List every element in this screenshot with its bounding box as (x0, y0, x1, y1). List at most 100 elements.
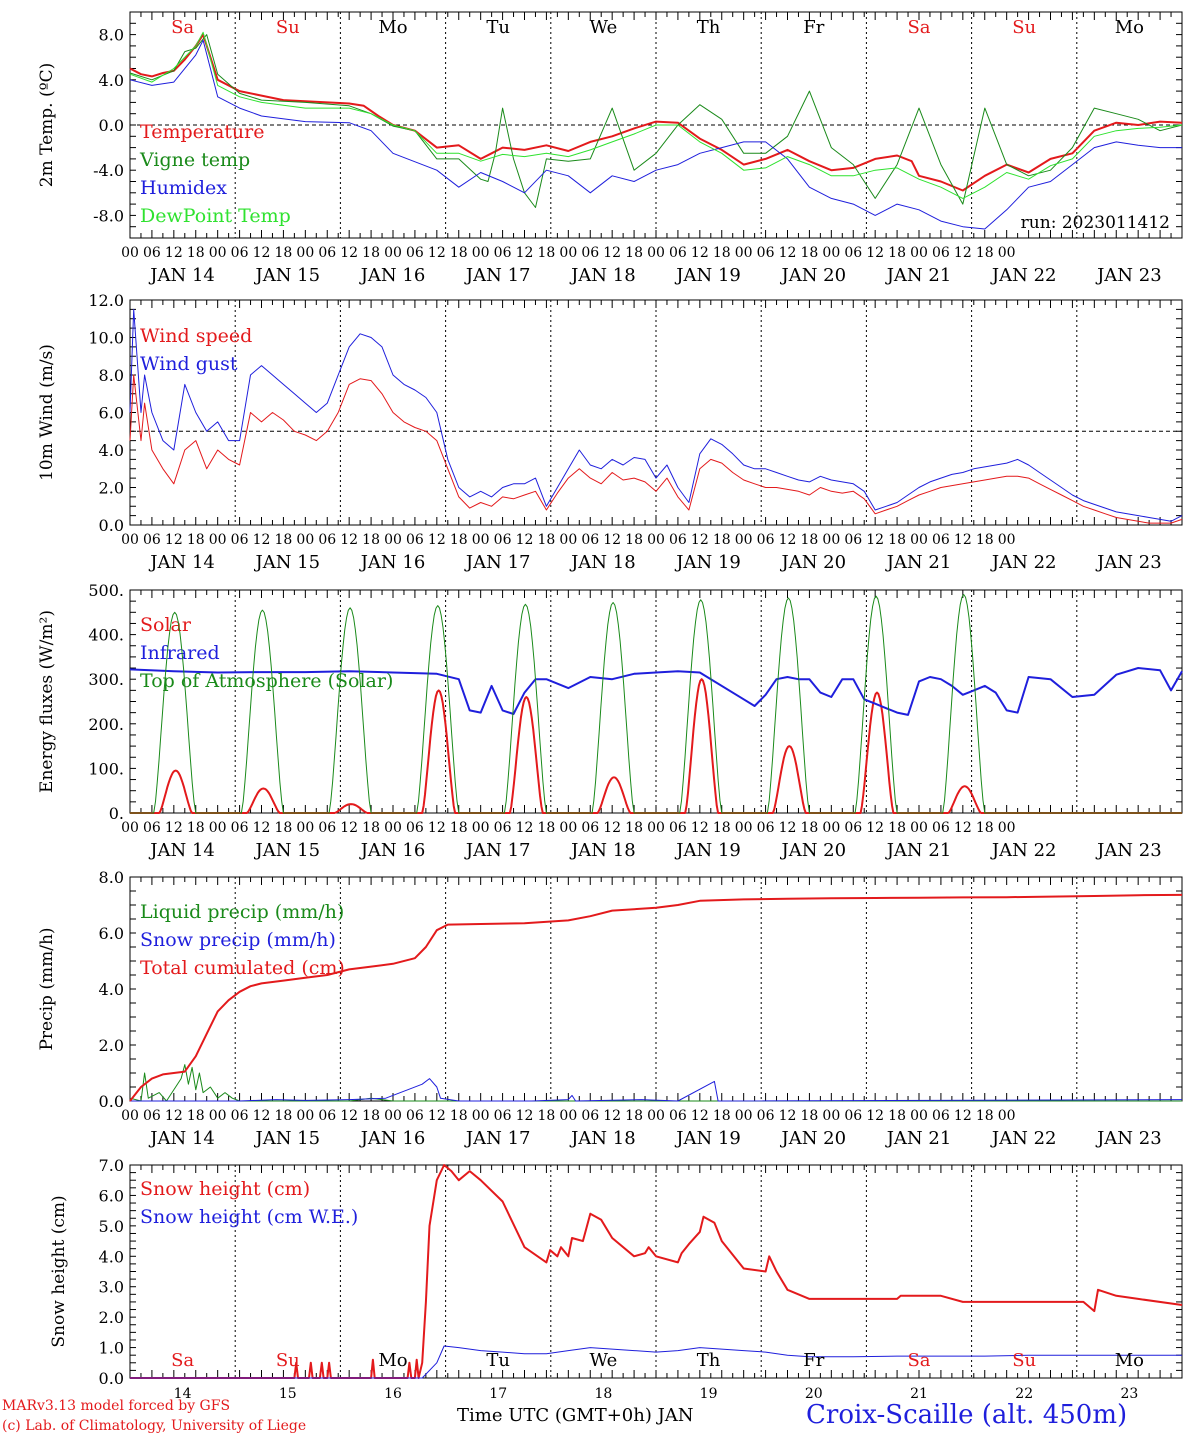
hour-tick-label: 06 (143, 245, 161, 261)
hour-tick-label: 06 (932, 1108, 950, 1124)
y-tick-label: 0.0 (99, 116, 124, 135)
weekday-label: Th (697, 17, 721, 38)
hour-tick-label: 12 (253, 245, 271, 261)
hour-tick-label: 06 (318, 1108, 336, 1124)
day-number-label: 19 (700, 1386, 718, 1402)
day-label: JAN 20 (780, 265, 847, 286)
hour-tick-label: 12 (691, 245, 709, 261)
hour-tick-label: 06 (406, 1108, 424, 1124)
hour-tick-label: 18 (713, 245, 731, 261)
day-label: JAN 16 (359, 552, 426, 573)
weekday-label: Mo (1115, 17, 1144, 38)
y-tick-label: 5.0 (99, 1217, 124, 1236)
hour-tick-label: 18 (450, 532, 468, 548)
hour-tick-label: 00 (910, 532, 928, 548)
day-number-label: 15 (279, 1386, 297, 1402)
hour-tick-label: 06 (143, 820, 161, 836)
hour-tick-label: 12 (779, 820, 797, 836)
day-label: JAN 23 (1095, 1128, 1162, 1149)
hour-tick-label: 06 (143, 532, 161, 548)
y-axis-label: Energy fluxes (W/m²) (37, 610, 57, 793)
day-label: JAN 21 (885, 1128, 952, 1149)
weekday-label: Mo (378, 17, 407, 38)
hour-tick-label: 00 (472, 245, 490, 261)
hour-tick-label: 12 (340, 820, 358, 836)
day-label: JAN 14 (148, 840, 215, 861)
day-number-label: 21 (910, 1386, 928, 1402)
hour-tick-label: 18 (888, 532, 906, 548)
weekday-label: Sa (171, 1350, 194, 1371)
hour-tick-label: 12 (779, 532, 797, 548)
y-tick-label: 4.0 (99, 1247, 124, 1266)
hour-tick-label: 06 (932, 820, 950, 836)
day-label: JAN 23 (1095, 265, 1162, 286)
y-tick-label: 7.0 (99, 1156, 124, 1175)
hour-tick-label: 00 (559, 820, 577, 836)
legend-entry: Snow height (cm W.E.) (140, 1206, 358, 1228)
y-tick-label: 400. (88, 626, 124, 645)
hour-tick-label: 06 (494, 1108, 512, 1124)
weekday-label: Sa (171, 17, 194, 38)
hour-tick-label: 18 (275, 532, 293, 548)
weekday-label: Sa (907, 17, 930, 38)
hour-tick-label: 06 (581, 1108, 599, 1124)
y-tick-label: 0. (109, 804, 124, 823)
day-label: JAN 18 (569, 1128, 636, 1149)
series-line (129, 34, 1183, 208)
hour-tick-label: 06 (494, 820, 512, 836)
day-label: JAN 23 (1095, 840, 1162, 861)
hour-tick-label: 00 (998, 245, 1016, 261)
hour-tick-label: 18 (187, 820, 205, 836)
hour-tick-label: 12 (866, 1108, 884, 1124)
y-tick-label: 6.0 (99, 924, 124, 943)
hour-tick-label: 18 (713, 532, 731, 548)
weekday-label: Sa (907, 1350, 930, 1371)
hour-tick-label: 06 (757, 532, 775, 548)
y-tick-label: 8.0 (99, 366, 124, 385)
weekday-label: Su (276, 17, 300, 38)
hour-tick-label: 00 (647, 820, 665, 836)
hour-tick-label: 06 (669, 820, 687, 836)
y-axis-label: 10m Wind (m/s) (37, 344, 57, 481)
time-axis-label: Time UTC (GMT+0h) JAN (457, 1405, 694, 1426)
hour-tick-label: 18 (888, 1108, 906, 1124)
hour-tick-label: 12 (603, 245, 621, 261)
hour-tick-label: 00 (209, 532, 227, 548)
day-label: JAN 20 (780, 840, 847, 861)
hour-tick-label: 18 (450, 245, 468, 261)
day-label: JAN 17 (464, 840, 531, 861)
hour-tick-label: 06 (494, 245, 512, 261)
hour-tick-label: 00 (647, 532, 665, 548)
day-label: JAN 14 (148, 1128, 215, 1149)
day-label: JAN 17 (464, 552, 531, 573)
run-label: run: 2023011412 (1021, 213, 1170, 233)
hour-tick-label: 00 (472, 1108, 490, 1124)
day-number-label: 17 (489, 1386, 507, 1402)
hour-tick-label: 18 (976, 820, 994, 836)
hour-tick-label: 12 (603, 820, 621, 836)
series-line (129, 33, 1183, 192)
legend-entry: Solar (140, 614, 192, 636)
hour-tick-label: 18 (450, 820, 468, 836)
weekday-label: Mo (378, 1350, 407, 1371)
hour-tick-label: 00 (647, 1108, 665, 1124)
day-label: JAN 21 (885, 552, 952, 573)
day-label: JAN 16 (359, 840, 426, 861)
legend-entry: Total cumulated (cm) (140, 957, 345, 979)
y-tick-label: -4.0 (93, 161, 124, 180)
weekday-label: We (590, 1350, 618, 1371)
hour-tick-label: 12 (165, 820, 183, 836)
legend-entry: Wind speed (140, 325, 252, 347)
y-tick-label: 6.0 (99, 1186, 124, 1205)
legend-entry: Wind gust (140, 353, 238, 375)
hour-tick-label: 12 (603, 1108, 621, 1124)
hour-tick-label: 00 (559, 1108, 577, 1124)
hour-tick-label: 18 (713, 820, 731, 836)
hour-tick-label: 18 (713, 1108, 731, 1124)
hour-tick-label: 00 (559, 532, 577, 548)
day-label: JAN 22 (990, 1128, 1057, 1149)
hour-tick-label: 06 (844, 532, 862, 548)
hour-tick-label: 00 (209, 245, 227, 261)
y-axis-label: Precip (mm/h) (37, 927, 57, 1050)
